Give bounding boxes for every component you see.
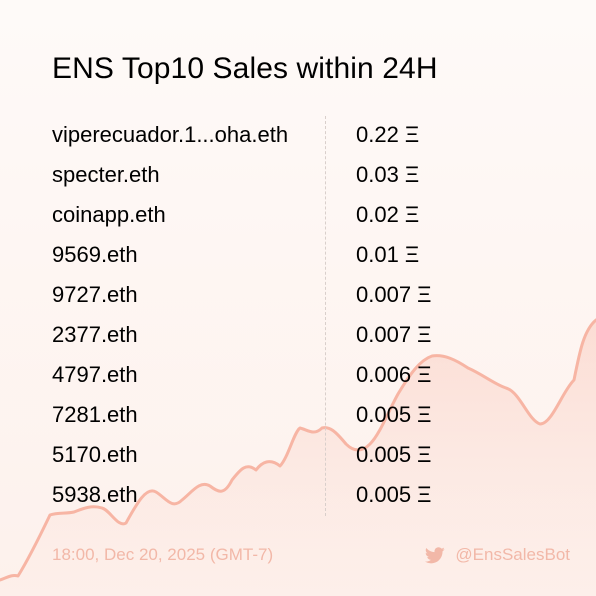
sale-domain-name[interactable]: 2377.eth bbox=[52, 322, 138, 347]
timestamp: 18:00, Dec 20, 2025 (GMT-7) bbox=[52, 545, 274, 564]
sale-price: 0.006 Ξ bbox=[356, 362, 432, 387]
sale-domain-name[interactable]: viperecuador.1...oha.eth bbox=[52, 122, 289, 147]
twitter-icon bbox=[425, 546, 446, 563]
sale-row: 5170.eth 0.005 Ξ bbox=[52, 436, 472, 476]
sale-price: 0.02 Ξ bbox=[356, 202, 420, 227]
sale-price: 0.03 Ξ bbox=[356, 162, 420, 187]
sale-domain-name[interactable]: 9727.eth bbox=[52, 282, 138, 307]
bot-handle-link[interactable]: @EnsSalesBot bbox=[425, 545, 570, 565]
sale-price: 0.005 Ξ bbox=[356, 402, 432, 427]
sale-row: 9727.eth 0.007 Ξ bbox=[52, 276, 472, 316]
sale-row: 7281.eth 0.005 Ξ bbox=[52, 396, 472, 436]
sale-price: 0.22 Ξ bbox=[356, 122, 420, 147]
sale-row: 4797.eth 0.006 Ξ bbox=[52, 356, 472, 396]
sale-row: coinapp.eth 0.02 Ξ bbox=[52, 196, 472, 236]
sale-domain-name[interactable]: coinapp.eth bbox=[52, 202, 166, 227]
sale-domain-name[interactable]: specter.eth bbox=[52, 162, 160, 187]
sale-price: 0.007 Ξ bbox=[356, 322, 432, 347]
handle-text: @EnsSalesBot bbox=[455, 545, 570, 564]
sale-domain-name[interactable]: 9569.eth bbox=[52, 242, 138, 267]
sale-price: 0.01 Ξ bbox=[356, 242, 420, 267]
sale-price: 0.005 Ξ bbox=[356, 442, 432, 467]
sale-row: 5938.eth 0.005 Ξ bbox=[52, 476, 472, 516]
trend-area bbox=[0, 320, 596, 596]
sale-row: 2377.eth 0.007 Ξ bbox=[52, 316, 472, 356]
column-divider bbox=[325, 116, 326, 516]
sale-domain-name[interactable]: 7281.eth bbox=[52, 402, 138, 427]
sales-list: viperecuador.1...oha.eth 0.22 Ξ specter.et… bbox=[52, 116, 472, 516]
sale-row: specter.eth 0.03 Ξ bbox=[52, 156, 472, 196]
sale-price: 0.007 Ξ bbox=[356, 282, 432, 307]
sale-domain-name[interactable]: 4797.eth bbox=[52, 362, 138, 387]
sale-row: 9569.eth 0.01 Ξ bbox=[52, 236, 472, 276]
sale-row: viperecuador.1...oha.eth 0.22 Ξ bbox=[52, 116, 472, 156]
sale-price: 0.005 Ξ bbox=[356, 482, 432, 507]
sale-domain-name[interactable]: 5170.eth bbox=[52, 442, 138, 467]
sale-domain-name[interactable]: 5938.eth bbox=[52, 482, 138, 507]
card-title: ENS Top10 Sales within 24H bbox=[52, 52, 438, 85]
trend-line bbox=[0, 318, 596, 582]
